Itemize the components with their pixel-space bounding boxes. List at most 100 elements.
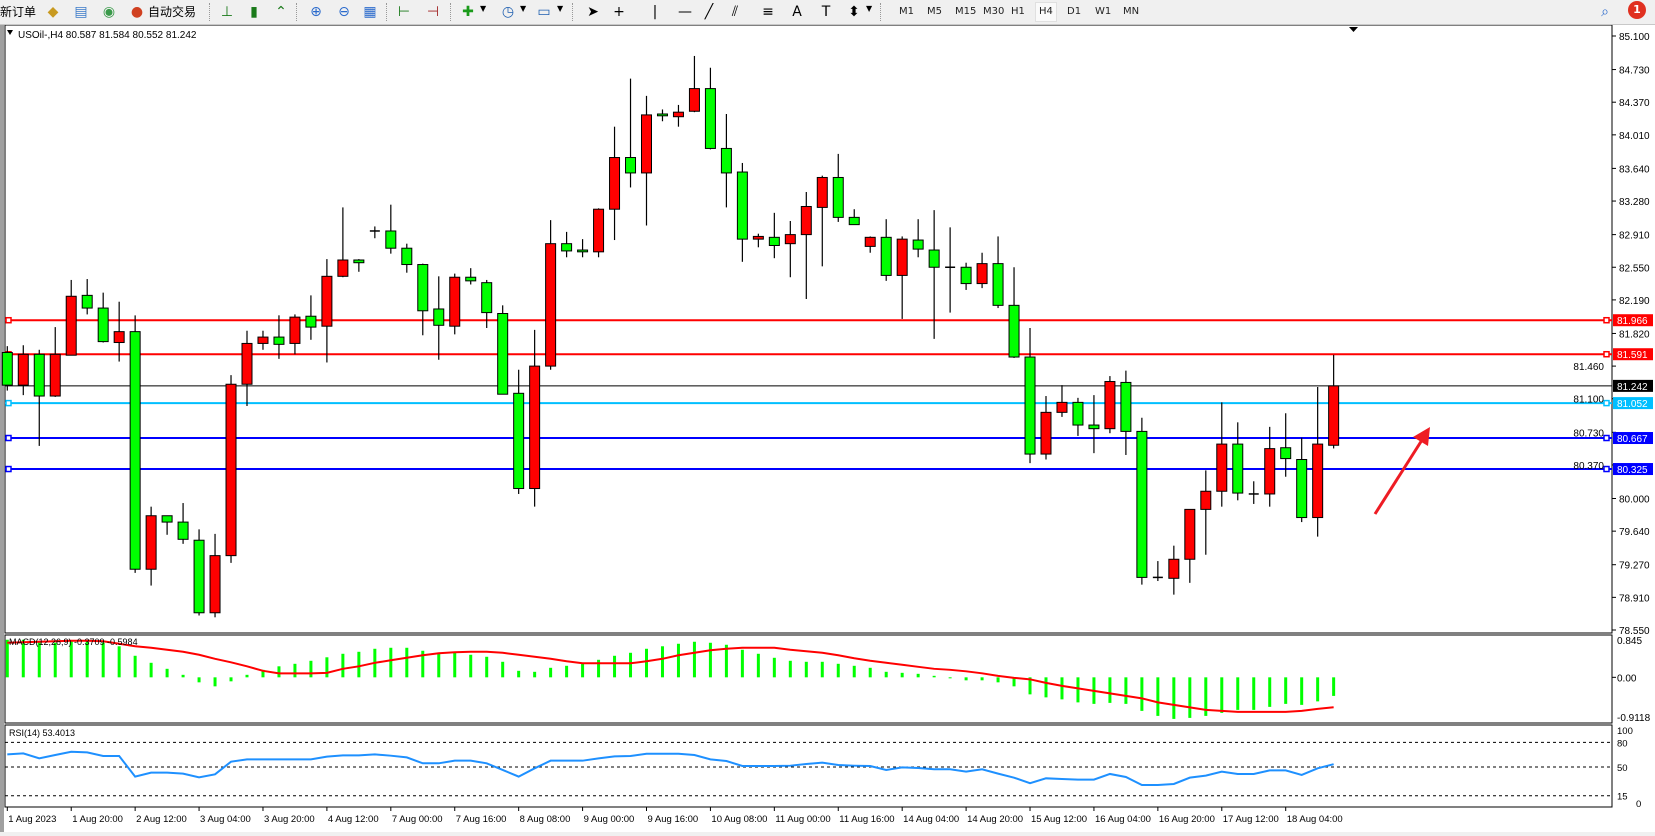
candle-body: [497, 313, 509, 395]
candle: [1, 346, 13, 391]
bar-chart-icon[interactable]: ⊥: [220, 4, 234, 20]
autoscroll-icon[interactable]: ⊣: [426, 4, 440, 20]
candle-body: [864, 236, 876, 247]
level-price-box: [1613, 397, 1653, 410]
arrows-icon[interactable]: ⬍: [848, 4, 860, 20]
candle-body: [449, 276, 461, 327]
notification-badge[interactable]: 1: [1628, 1, 1646, 19]
level-handle[interactable]: [5, 399, 12, 407]
text-label-icon[interactable]: T: [821, 4, 831, 20]
chart-shift-icon[interactable]: ⊢: [397, 4, 411, 20]
chart-shift-marker-icon[interactable]: [1349, 27, 1358, 32]
zoom-in-icon[interactable]: ⊕: [310, 4, 322, 20]
new-chart-icon[interactable]: ✚: [462, 4, 474, 20]
zoom-out-icon[interactable]: ⊖: [338, 4, 350, 20]
crosshair-icon[interactable]: +: [613, 4, 625, 20]
horizontal-line-icon[interactable]: —: [678, 4, 692, 20]
candle: [481, 279, 493, 329]
timeframe-d1[interactable]: D1: [1067, 6, 1082, 17]
chevron-down-icon[interactable]: ▼: [557, 4, 564, 13]
fibonacci-icon[interactable]: ≡: [762, 4, 774, 20]
candle: [768, 212, 780, 259]
tile-windows-icon[interactable]: ▦: [363, 4, 377, 20]
macd-bar: [245, 674, 249, 678]
macd-bar: [1172, 677, 1176, 719]
timeframe-h4[interactable]: H4: [1035, 2, 1057, 22]
macd-bar: [69, 641, 73, 678]
chevron-down-icon[interactable]: ▼: [480, 4, 487, 13]
chevron-down-icon[interactable]: ▼: [520, 4, 527, 13]
template-icon[interactable]: ▭: [537, 4, 551, 20]
toolbar-separator: [450, 3, 452, 21]
timeframe-w1[interactable]: W1: [1095, 6, 1112, 17]
auto-trading-button[interactable]: 自动交易: [148, 5, 197, 19]
candle: [385, 204, 397, 254]
macd-bar: [517, 670, 521, 678]
level-price-label: 81.966: [1617, 316, 1648, 327]
trendline-icon[interactable]: ╱: [704, 4, 714, 20]
candle: [1312, 386, 1324, 537]
level-handle[interactable]: [1603, 399, 1610, 407]
candle-body: [1, 351, 13, 386]
line-chart-icon[interactable]: ⌃: [275, 4, 287, 20]
timeframe-m15[interactable]: M15: [955, 6, 977, 17]
candle-body: [1280, 447, 1292, 460]
collapse-triangle-icon[interactable]: [7, 30, 13, 35]
candle-body: [273, 336, 285, 345]
candle-body: [1104, 381, 1116, 430]
database-icon[interactable]: ▤: [74, 4, 88, 20]
level-handle[interactable]: [1603, 465, 1610, 473]
timeframe-h1[interactable]: H1: [1011, 6, 1025, 17]
macd-bar: [197, 677, 201, 683]
candle-body: [928, 249, 940, 268]
level-handle[interactable]: [5, 316, 12, 324]
macd-bar: [149, 662, 153, 678]
candle-body: [641, 114, 652, 174]
signal-icon[interactable]: ◉: [102, 4, 116, 20]
macd-bar: [1108, 677, 1112, 703]
candle-body: [768, 236, 780, 246]
chart-header: USOil-,H4 80.587 81.584 80.552 81.242: [18, 30, 197, 41]
auto-trading-icon[interactable]: ●: [130, 4, 144, 20]
macd-bar: [293, 663, 297, 678]
gold-bars-icon[interactable]: ◆: [47, 4, 59, 20]
search-icon[interactable]: ⌕: [1601, 4, 1609, 20]
level-price-box: [1613, 432, 1653, 445]
chart-window[interactable]: 0.845 0.00 -0.9118 100 80 50 15 0 85.100 84.730…: [0, 24, 1655, 832]
text-icon[interactable]: A: [792, 4, 802, 20]
timeframe-m5[interactable]: M5: [927, 6, 942, 17]
timeframe-m30[interactable]: M30: [983, 6, 1005, 17]
cursor-icon[interactable]: ➤: [587, 4, 599, 20]
candle: [161, 515, 173, 535]
vertical-line-icon[interactable]: |: [652, 4, 658, 20]
macd-bar: [229, 677, 233, 682]
equidistant-channel-icon[interactable]: ⫽: [731, 4, 739, 20]
candle: [401, 243, 413, 273]
red-arrow-annotation[interactable]: [1373, 427, 1430, 515]
level-handle[interactable]: [1603, 434, 1610, 442]
candle-body: [1088, 424, 1100, 430]
clock-icon[interactable]: ◷: [501, 4, 515, 20]
candle-body: [241, 342, 253, 385]
macd-tick-label: -0.9118: [1617, 713, 1651, 724]
level-handle[interactable]: [5, 434, 12, 442]
price-tick-label: 83.280: [1619, 197, 1650, 208]
chevron-down-icon[interactable]: ▼: [866, 4, 873, 13]
level-handle[interactable]: [5, 465, 12, 473]
level-handle[interactable]: [1603, 316, 1610, 324]
timeframe-m1[interactable]: M1: [899, 6, 914, 17]
rsi-tick-label: 15: [1617, 792, 1628, 803]
level-price-label: 80.325: [1617, 465, 1648, 476]
macd-bar: [357, 651, 361, 678]
timeframe-mn[interactable]: MN: [1123, 6, 1140, 17]
macd-bar: [389, 647, 393, 678]
candlestick-icon[interactable]: ▮: [250, 4, 258, 20]
candle-body: [752, 235, 764, 240]
candle-body: [81, 294, 93, 309]
candle: [513, 369, 525, 494]
new-order-button[interactable]: 新订单: [0, 5, 37, 19]
macd-bar: [868, 667, 872, 678]
level-handle[interactable]: [1603, 350, 1610, 358]
macd-bar: [980, 677, 984, 681]
